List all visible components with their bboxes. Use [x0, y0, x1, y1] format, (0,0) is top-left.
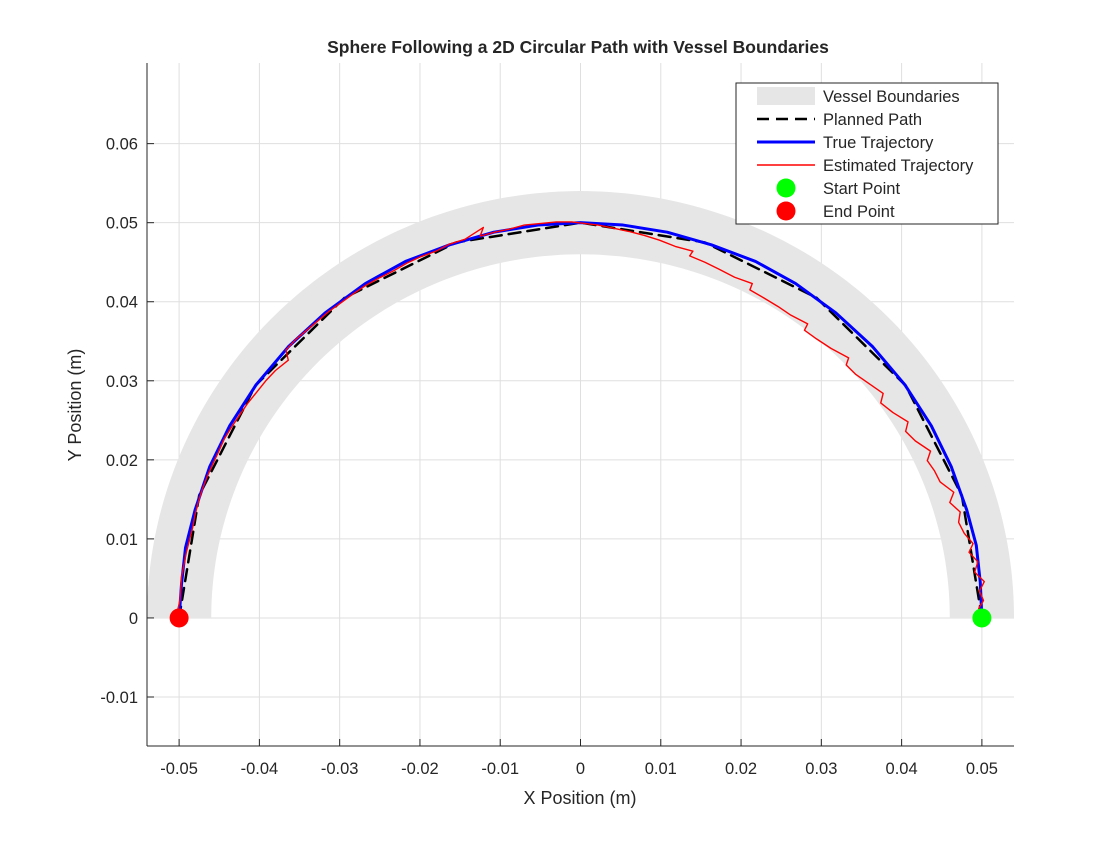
series-layer — [169, 221, 992, 628]
estimated-trajectory-line — [175, 221, 985, 622]
x-tick-label: -0.02 — [401, 760, 439, 778]
x-tick-label: 0.03 — [805, 760, 837, 778]
end-point-marker — [169, 608, 189, 628]
chart-title: Sphere Following a 2D Circular Path with… — [327, 37, 829, 57]
y-axis-label: Y Position (m) — [65, 349, 85, 462]
legend-label-vessel-boundaries: Vessel Boundaries — [823, 88, 960, 106]
legend-label-start-point: Start Point — [823, 180, 900, 198]
x-tick-label: 0.04 — [886, 760, 918, 778]
y-tick-label: 0.02 — [106, 452, 138, 470]
legend-label-estimated-trajectory: Estimated Trajectory — [823, 157, 974, 175]
x-tick-label: -0.01 — [481, 760, 519, 778]
legend-swatch-end-point — [776, 201, 796, 221]
y-tick-label: 0.05 — [106, 215, 138, 233]
y-tick-label: 0.06 — [106, 136, 138, 154]
legend-label-end-point: End Point — [823, 203, 895, 221]
start-point-marker — [972, 608, 992, 628]
y-tick-label: -0.01 — [100, 689, 138, 707]
y-tick-label: 0.01 — [106, 531, 138, 549]
legend-box — [735, 82, 999, 225]
vessel-band — [147, 191, 1014, 618]
x-tick-label: -0.05 — [160, 760, 198, 778]
x-axis-label: X Position (m) — [523, 788, 636, 808]
x-tick-label: 0.05 — [966, 760, 998, 778]
y-tick-label: 0.03 — [106, 373, 138, 391]
legend-swatch-start-point — [776, 178, 796, 198]
x-tick-label: 0.01 — [645, 760, 677, 778]
legend-label-true-trajectory: True Trajectory — [823, 134, 934, 152]
x-tick-label: -0.03 — [321, 760, 359, 778]
y-tick-label: 0 — [129, 610, 138, 628]
legend-label-planned-path: Planned Path — [823, 111, 922, 129]
y-tick-label: 0.04 — [106, 294, 138, 312]
x-tick-label: -0.04 — [241, 760, 279, 778]
legend: Vessel Boundaries Planned Path True Trajec… — [735, 82, 999, 225]
legend-swatch-vessel-boundaries — [757, 87, 815, 105]
x-tick-label: 0 — [576, 760, 585, 778]
x-tick-label: 0.02 — [725, 760, 757, 778]
vessel-boundaries — [147, 191, 1014, 618]
ticks: -0.05 -0.04 -0.03 -0.02 -0.01 0 0.01 0.02 0.03 0.… — [100, 136, 998, 778]
